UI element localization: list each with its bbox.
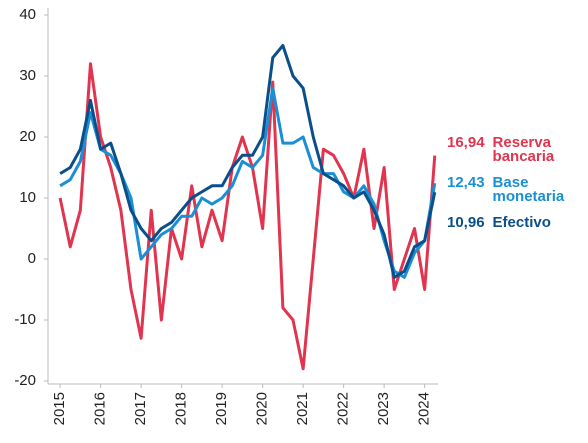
legend-label: Reserva bancaria [492,134,555,165]
y-tick-label: 30 [19,67,36,84]
x-tick-label: 2019 [213,392,230,425]
legend-entry: 12,43 Base monetaria [447,174,573,205]
legend-entry: 16,94 Reserva bancaria [447,134,573,165]
x-tick-label: 2023 [375,392,392,425]
series-line [58,62,437,371]
series-line [59,86,437,279]
y-tick-label: 0 [28,250,36,267]
legend-entry: 10,96 Efectivo [447,214,573,231]
y-tick-label: 40 [19,6,36,23]
end-value-label: 16,94 [447,134,485,151]
x-tick-label: 2015 [51,392,68,425]
y-tick-label: -20 [14,372,36,389]
x-tick-label: 2021 [294,392,311,425]
legend-label: Base monetaria [492,174,565,205]
y-tick-label: 20 [19,128,36,145]
y-tick-label: 10 [19,189,36,206]
legend-label: Efectivo [492,214,551,231]
x-tick-label: 2020 [254,392,271,425]
x-tick-label: 2017 [132,392,149,425]
x-tick-label: 2018 [173,392,190,425]
x-tick-label: 2022 [335,392,352,425]
end-value-label: 12,43 [447,174,485,191]
x-tick-label: 2024 [416,392,433,425]
series-line [59,44,437,279]
y-tick-label: -10 [14,311,36,328]
x-tick-label: 2016 [92,392,109,425]
end-value-label: 10,96 [447,214,485,231]
